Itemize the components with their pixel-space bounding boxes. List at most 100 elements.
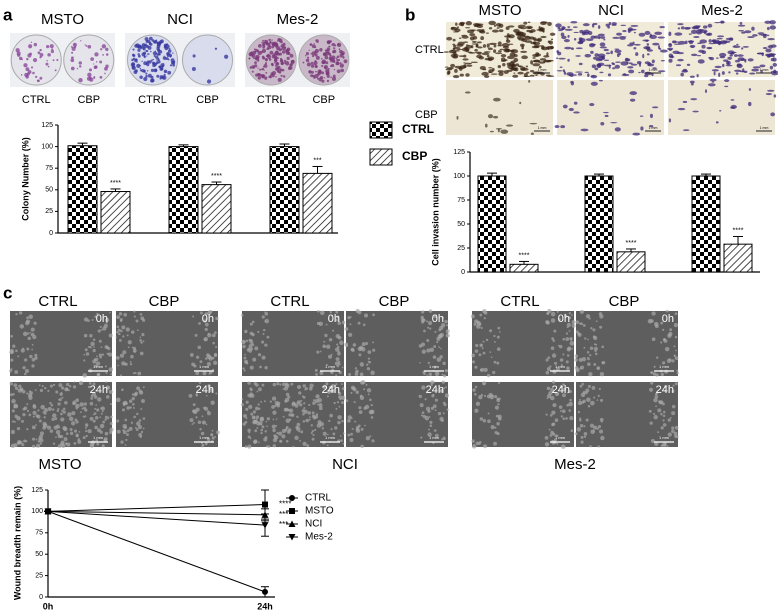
cell <box>488 20 497 26</box>
cell <box>372 348 376 352</box>
cell <box>507 64 514 69</box>
cell <box>73 442 77 445</box>
cell <box>433 365 437 369</box>
cell <box>674 312 678 316</box>
cell <box>610 50 613 55</box>
cell <box>420 436 423 439</box>
cell <box>73 429 78 433</box>
cell <box>357 321 361 325</box>
cell <box>43 416 46 419</box>
cell <box>520 66 526 71</box>
cell <box>520 50 528 54</box>
colony <box>277 77 282 82</box>
cell <box>561 365 563 367</box>
cell <box>133 392 138 397</box>
cell <box>498 331 501 333</box>
cell <box>702 25 708 29</box>
cell <box>625 58 631 62</box>
cell <box>205 394 208 397</box>
cell <box>133 310 136 313</box>
cell <box>582 390 586 395</box>
cell <box>213 353 218 358</box>
cell <box>708 56 712 59</box>
colony <box>20 74 23 76</box>
cell <box>281 434 286 439</box>
cell <box>523 72 528 77</box>
cell <box>46 425 52 430</box>
cell <box>110 373 113 376</box>
cell <box>68 385 72 388</box>
cell <box>255 406 259 411</box>
colony <box>313 60 318 66</box>
cell <box>618 36 627 38</box>
cell <box>533 38 542 42</box>
colony <box>258 73 262 77</box>
cell <box>547 21 552 26</box>
significance: **** <box>211 173 222 180</box>
cell <box>495 23 502 27</box>
cell <box>423 329 426 333</box>
cell <box>493 49 497 54</box>
cell <box>574 354 579 358</box>
condition-label: CTRL <box>138 94 167 106</box>
colony <box>147 53 150 55</box>
cell <box>699 39 707 44</box>
cell <box>554 391 560 397</box>
cell <box>469 62 472 65</box>
cell <box>465 27 471 29</box>
cell <box>640 126 644 131</box>
cell <box>287 428 292 432</box>
cell <box>646 53 650 56</box>
cell <box>452 43 456 46</box>
cell <box>138 419 142 422</box>
cell <box>544 60 552 63</box>
colony <box>305 58 310 63</box>
colony <box>271 39 273 41</box>
cell <box>654 392 658 396</box>
cell <box>664 389 667 392</box>
cell <box>570 80 574 84</box>
y-tick-label: 125 <box>41 122 53 129</box>
colony <box>214 47 218 50</box>
colony <box>27 70 32 74</box>
colony <box>308 49 310 51</box>
cell <box>330 314 333 317</box>
colony <box>253 48 256 51</box>
cell <box>633 46 637 50</box>
cell <box>476 54 483 59</box>
cell <box>562 387 567 392</box>
cell <box>259 365 262 369</box>
cell <box>363 388 366 391</box>
cell <box>486 373 491 378</box>
cell <box>311 437 315 441</box>
cell <box>547 40 551 44</box>
colony <box>321 64 324 68</box>
cell <box>138 432 143 437</box>
scale-label: 1 mm <box>659 364 670 369</box>
cell <box>590 400 595 406</box>
cell <box>668 31 672 37</box>
cell <box>136 412 139 416</box>
colony <box>70 58 75 63</box>
group-label: Mes-2 <box>554 456 596 473</box>
cell <box>505 26 510 31</box>
cell <box>579 38 586 43</box>
cell <box>770 44 777 48</box>
colony <box>271 45 275 49</box>
cell <box>284 407 289 412</box>
colony <box>151 60 153 62</box>
colony <box>139 67 142 70</box>
cell <box>570 429 574 432</box>
bar <box>477 175 507 273</box>
cell <box>642 53 645 59</box>
cell <box>13 443 18 448</box>
cell <box>611 62 615 65</box>
colony <box>167 49 172 53</box>
cell <box>242 422 246 426</box>
cell <box>10 350 14 354</box>
colony <box>80 40 82 42</box>
cell <box>499 48 504 51</box>
cell <box>257 353 262 357</box>
colony <box>327 67 330 70</box>
cell <box>632 132 641 136</box>
